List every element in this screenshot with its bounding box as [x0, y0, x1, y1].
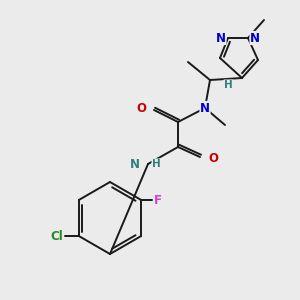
Text: F: F [154, 194, 162, 206]
Text: O: O [136, 101, 146, 115]
Text: Cl: Cl [50, 230, 63, 242]
Text: N: N [216, 32, 226, 44]
Text: N: N [200, 101, 210, 115]
Text: N: N [130, 158, 140, 170]
Text: H: H [224, 80, 233, 90]
Text: O: O [208, 152, 218, 166]
Text: N: N [250, 32, 260, 44]
Text: H: H [152, 159, 161, 169]
